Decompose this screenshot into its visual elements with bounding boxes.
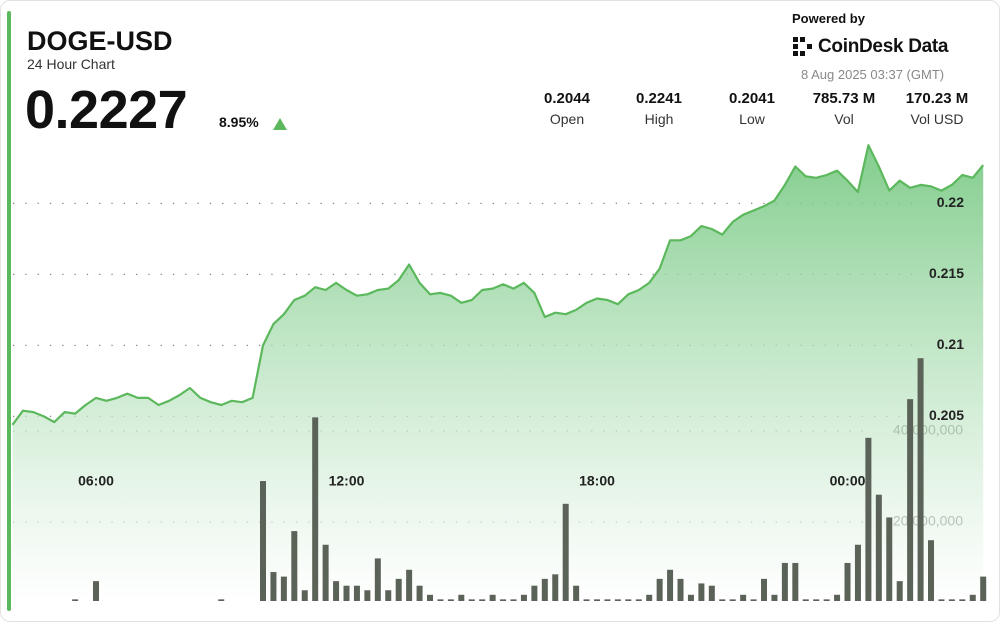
price-line bbox=[11, 144, 985, 426]
stat: 0.2041 Low bbox=[707, 90, 797, 127]
y-tick-label: 0.22 bbox=[937, 194, 964, 210]
subtitle: 24 Hour Chart bbox=[27, 56, 115, 72]
volume-bar bbox=[844, 562, 851, 601]
stat-value: 0.2044 bbox=[544, 90, 590, 107]
logo-icon bbox=[793, 37, 812, 56]
volume-bar bbox=[322, 544, 329, 601]
volume-bar bbox=[541, 578, 548, 601]
x-tick-label: 18:00 bbox=[579, 473, 615, 489]
stat-label: Vol bbox=[834, 111, 854, 127]
provider: CoinDesk Data bbox=[818, 36, 949, 57]
stat-label: Open bbox=[549, 111, 585, 127]
volume-bar bbox=[353, 585, 360, 601]
volume-bar bbox=[333, 581, 340, 601]
stat-value: 785.73 M bbox=[812, 90, 876, 107]
volume-bar bbox=[677, 578, 684, 601]
volume-bar bbox=[771, 594, 778, 601]
volume-bar bbox=[907, 399, 914, 601]
y-tick-label: 0.215 bbox=[929, 265, 964, 281]
price: 0.2227 bbox=[25, 80, 188, 140]
volume-bar bbox=[854, 544, 861, 601]
volume-bar bbox=[761, 578, 768, 601]
volume-bar bbox=[552, 574, 559, 601]
volume-bar bbox=[416, 585, 423, 601]
volume-bar bbox=[928, 540, 935, 601]
volume-bar bbox=[740, 594, 747, 601]
volume-bar bbox=[896, 581, 903, 601]
x-tick-label: 00:00 bbox=[830, 473, 866, 489]
volume-bar bbox=[698, 583, 705, 601]
volume-bar bbox=[270, 572, 277, 601]
volume-bar bbox=[646, 594, 653, 601]
volume-bar bbox=[531, 585, 538, 601]
x-tick-label: 06:00 bbox=[78, 473, 114, 489]
stat: 785.73 M Vol bbox=[799, 90, 889, 127]
volume-bar bbox=[93, 581, 100, 601]
volume-bar bbox=[969, 594, 976, 601]
up-arrow bbox=[273, 118, 287, 130]
timestamp: 8 Aug 2025 03:37 (GMT) bbox=[801, 67, 945, 82]
volume-bar bbox=[865, 437, 872, 601]
volume-bar bbox=[343, 585, 350, 601]
volume-bar bbox=[980, 576, 987, 601]
y-tick-label: 0.205 bbox=[929, 407, 964, 423]
volume-bar bbox=[489, 594, 496, 601]
volume-bar bbox=[312, 417, 319, 601]
volume-bar bbox=[385, 590, 392, 601]
volume-bar bbox=[781, 562, 788, 601]
volume-bar bbox=[301, 590, 308, 601]
volume-bar bbox=[364, 590, 371, 601]
stat-value: 0.2041 bbox=[729, 90, 775, 107]
volume-bar bbox=[656, 578, 663, 601]
stat: 0.2044 Open bbox=[522, 90, 612, 127]
volume-bar bbox=[886, 517, 893, 601]
stat-label: Vol USD bbox=[910, 111, 964, 127]
volume-bar bbox=[427, 594, 434, 601]
stat-label: High bbox=[644, 111, 674, 127]
price-area bbox=[12, 145, 984, 601]
y-tick-label: 0.21 bbox=[937, 336, 964, 352]
volume-bar bbox=[395, 578, 402, 601]
stat: 0.2241 High bbox=[614, 90, 704, 127]
volume-bar bbox=[667, 569, 674, 601]
volume-bar bbox=[792, 562, 799, 601]
stat-value: 0.2241 bbox=[636, 90, 682, 107]
volume-bar bbox=[291, 531, 298, 601]
chart: 20,000,00040,000,00006:0012:0018:0000:00… bbox=[11, 144, 987, 601]
volume-bar bbox=[458, 594, 465, 601]
stat: 170.23 M Vol USD bbox=[892, 90, 982, 127]
volume-bar bbox=[520, 594, 527, 601]
volume-bar bbox=[562, 503, 569, 601]
stat-value: 170.23 M bbox=[905, 90, 969, 107]
volume-bar bbox=[687, 594, 694, 601]
volume-bar bbox=[406, 569, 413, 601]
change: 8.95% bbox=[219, 114, 259, 130]
symbol: DOGE-USD bbox=[27, 26, 173, 56]
volume-bar bbox=[573, 585, 580, 601]
volume-bar bbox=[260, 481, 267, 601]
volume-bar bbox=[917, 358, 924, 601]
accent-stripe bbox=[7, 11, 11, 611]
stat-label: Low bbox=[739, 111, 765, 127]
volume-bar bbox=[374, 558, 381, 601]
volume-bar bbox=[834, 594, 841, 601]
powered-by: Powered by bbox=[792, 11, 865, 26]
logo: CoinDesk Data bbox=[792, 36, 949, 58]
volume-bar bbox=[875, 494, 882, 601]
volume-bar bbox=[708, 585, 715, 601]
x-tick-label: 12:00 bbox=[329, 473, 365, 489]
volume-bar bbox=[280, 576, 287, 601]
